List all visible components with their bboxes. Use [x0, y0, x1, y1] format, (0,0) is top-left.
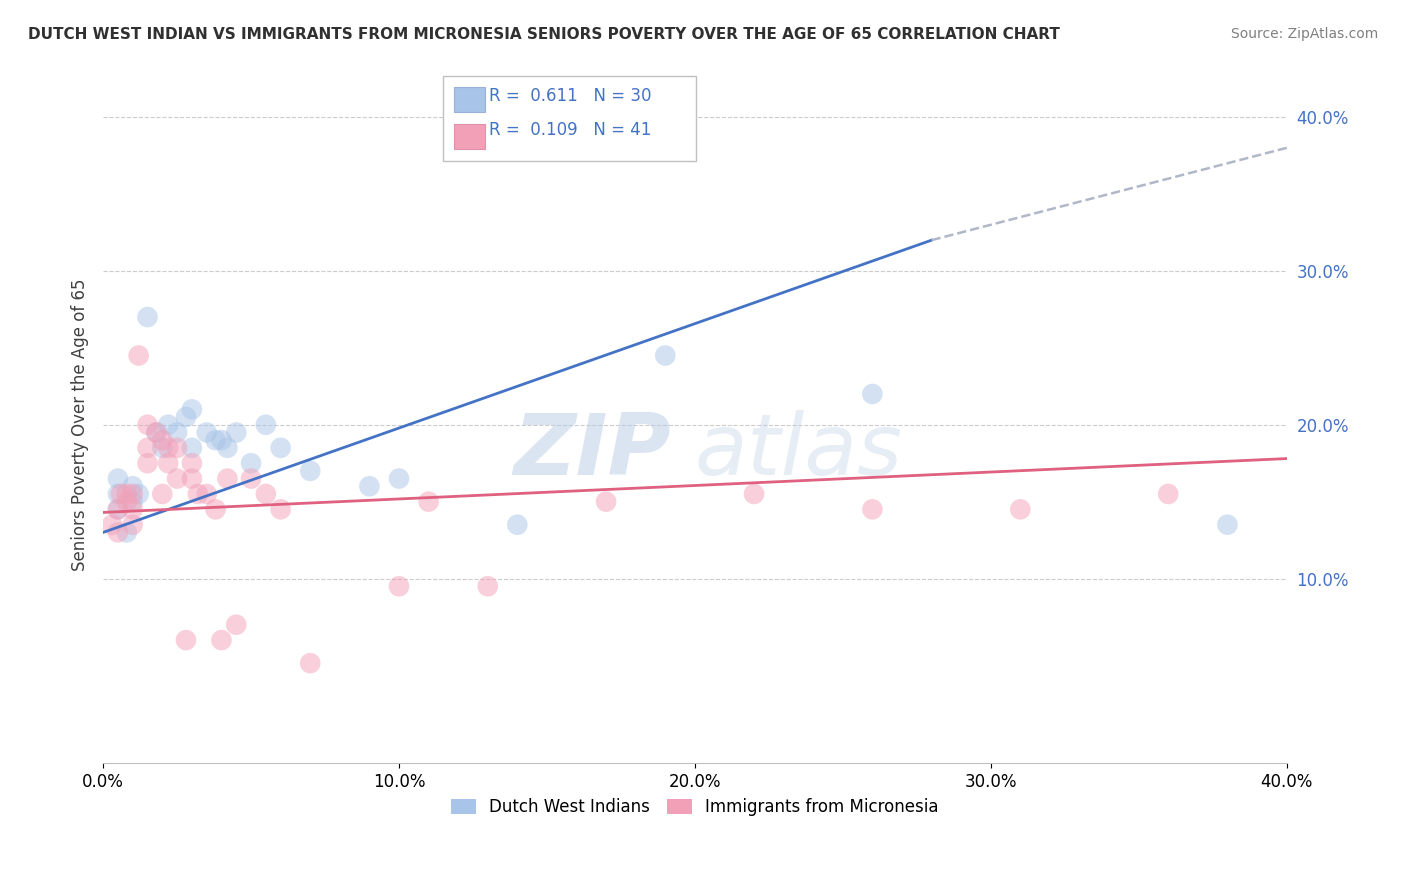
Point — [240, 472, 263, 486]
Point — [211, 633, 233, 648]
Point — [217, 472, 239, 486]
Point — [115, 494, 138, 508]
Point — [157, 456, 180, 470]
Point — [418, 494, 440, 508]
Point — [157, 441, 180, 455]
Point — [136, 456, 159, 470]
Point — [101, 517, 124, 532]
Point — [107, 525, 129, 540]
Legend: Dutch West Indians, Immigrants from Micronesia: Dutch West Indians, Immigrants from Micr… — [444, 791, 945, 822]
Point — [254, 487, 277, 501]
Point — [166, 425, 188, 440]
Point — [299, 464, 322, 478]
Point — [217, 441, 239, 455]
Point — [211, 433, 233, 447]
Point — [150, 441, 173, 455]
Point — [359, 479, 381, 493]
Point — [204, 502, 226, 516]
Point — [204, 433, 226, 447]
Point — [136, 417, 159, 432]
Point — [860, 387, 883, 401]
Point — [270, 441, 292, 455]
Text: ZIP: ZIP — [513, 410, 671, 493]
Point — [136, 441, 159, 455]
Point — [121, 494, 143, 508]
Point — [150, 433, 173, 447]
Point — [180, 472, 202, 486]
Point — [187, 487, 209, 501]
Point — [1010, 502, 1032, 516]
Point — [110, 487, 132, 501]
Point — [107, 487, 129, 501]
Point — [174, 410, 197, 425]
Point — [166, 441, 188, 455]
Y-axis label: Seniors Poverty Over the Age of 65: Seniors Poverty Over the Age of 65 — [72, 278, 89, 571]
Point — [654, 349, 676, 363]
Point — [225, 617, 247, 632]
Point — [180, 441, 202, 455]
Point — [240, 456, 263, 470]
Point — [145, 425, 167, 440]
Point — [195, 487, 218, 501]
Point — [225, 425, 247, 440]
Point — [150, 487, 173, 501]
Point — [128, 487, 150, 501]
Point — [107, 502, 129, 516]
Point — [121, 502, 143, 516]
Point — [180, 402, 202, 417]
Point — [136, 310, 159, 324]
Point — [180, 456, 202, 470]
Point — [506, 517, 529, 532]
Point — [388, 472, 411, 486]
Text: atlas: atlas — [695, 410, 903, 493]
Point — [595, 494, 617, 508]
Text: R =  0.611   N = 30: R = 0.611 N = 30 — [489, 87, 652, 105]
Point — [121, 517, 143, 532]
Point — [115, 487, 138, 501]
Point — [742, 487, 765, 501]
Point — [107, 472, 129, 486]
Point — [121, 487, 143, 501]
Point — [128, 349, 150, 363]
Point — [115, 525, 138, 540]
Text: Source: ZipAtlas.com: Source: ZipAtlas.com — [1230, 27, 1378, 41]
Point — [388, 579, 411, 593]
Point — [121, 479, 143, 493]
Point — [1216, 517, 1239, 532]
Point — [157, 417, 180, 432]
Text: DUTCH WEST INDIAN VS IMMIGRANTS FROM MICRONESIA SENIORS POVERTY OVER THE AGE OF : DUTCH WEST INDIAN VS IMMIGRANTS FROM MIC… — [28, 27, 1060, 42]
Point — [107, 502, 129, 516]
Point — [254, 417, 277, 432]
Point — [145, 425, 167, 440]
Point — [270, 502, 292, 516]
Point — [299, 656, 322, 670]
Point — [1157, 487, 1180, 501]
Point — [166, 472, 188, 486]
Point — [195, 425, 218, 440]
Point — [174, 633, 197, 648]
Point — [860, 502, 883, 516]
Text: R =  0.109   N = 41: R = 0.109 N = 41 — [489, 121, 651, 139]
Point — [477, 579, 499, 593]
